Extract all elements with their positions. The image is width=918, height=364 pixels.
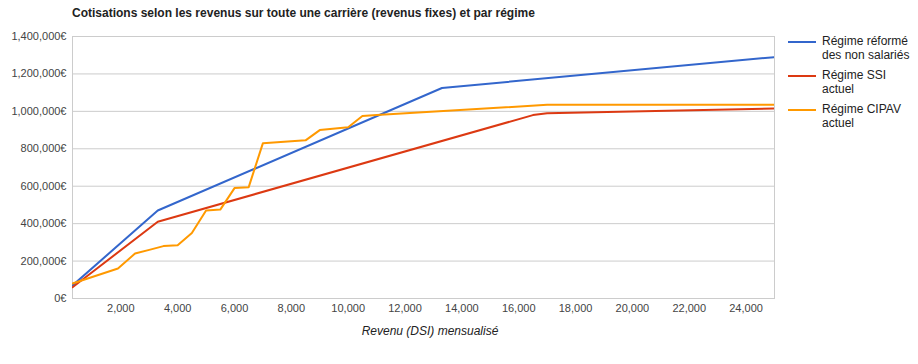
- svg-text:12,000: 12,000: [388, 302, 422, 314]
- svg-text:0€: 0€: [54, 292, 66, 304]
- svg-text:400,000€: 400,000€: [21, 217, 67, 229]
- svg-text:18,000: 18,000: [559, 302, 593, 314]
- html-text:Cotisations selon les revenus: Cotisations selon les revenus sur toute …: [72, 6, 535, 20]
- svg-text:16,000: 16,000: [502, 302, 536, 314]
- svg-text:8,000: 8,000: [278, 302, 306, 314]
- svg-text:2,000: 2,000: [107, 302, 135, 314]
- html-text:Revenu (DSI) mensualisé: Revenu (DSI) mensualisé: [361, 324, 499, 338]
- html-text:Régime CIPAV actuel: Régime CIPAV actuel: [822, 102, 901, 130]
- svg-text:800,000€: 800,000€: [21, 142, 67, 154]
- svg-text:6,000: 6,000: [221, 302, 249, 314]
- svg-text:10,000: 10,000: [331, 302, 365, 314]
- svg-text:4,000: 4,000: [164, 302, 192, 314]
- html-text:Régime SSI actuel: Régime SSI actuel: [822, 68, 886, 96]
- svg-text:1,400,000€: 1,400,000€: [11, 30, 66, 42]
- svg-text:1,000,000€: 1,000,000€: [11, 105, 66, 117]
- html-text:Régime réformé des non salarié: Régime réformé des non salariés: [822, 34, 910, 62]
- svg-text:600,000€: 600,000€: [21, 180, 67, 192]
- svg-text:1,200,000€: 1,200,000€: [11, 67, 66, 79]
- svg-text:14,000: 14,000: [445, 302, 479, 314]
- svg-text:20,000: 20,000: [616, 302, 650, 314]
- svg-text:22,000: 22,000: [672, 302, 706, 314]
- svg-text:24,000: 24,000: [729, 302, 763, 314]
- svg-text:200,000€: 200,000€: [21, 255, 67, 267]
